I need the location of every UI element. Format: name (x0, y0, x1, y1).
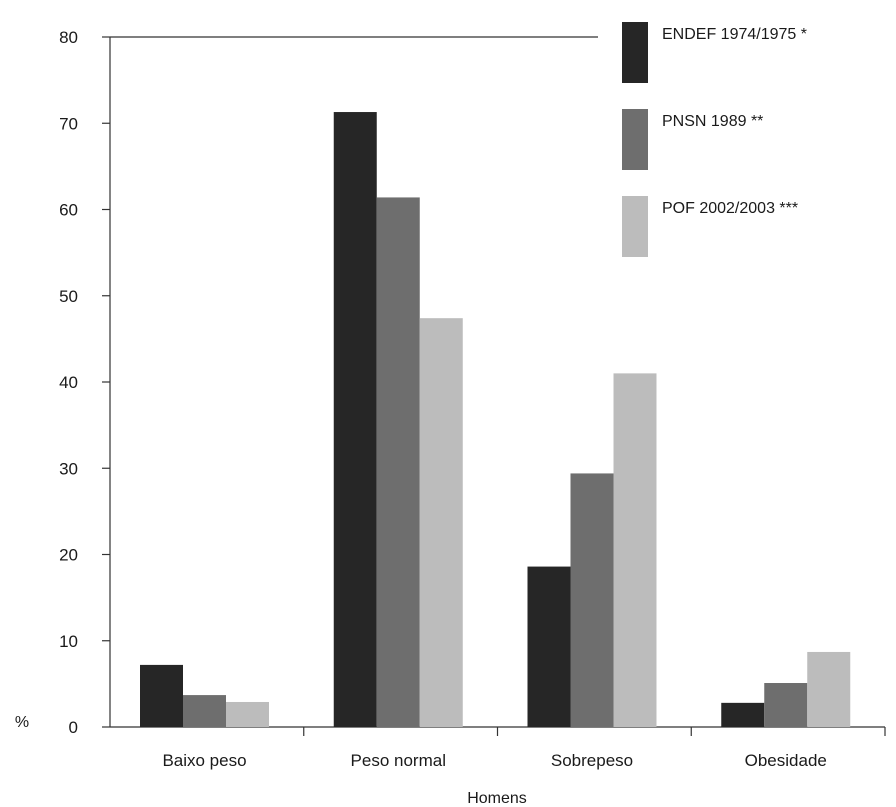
bar-3-baixo-peso (226, 701, 269, 727)
legend-label-1: ENDEF 1974/1975 * (662, 26, 807, 43)
legend-swatch-3 (622, 196, 648, 257)
x-axis-label: Homens (467, 790, 527, 807)
legend-label-3: POF 2002/2003 *** (662, 200, 798, 217)
y-tick-label: 80 (59, 28, 78, 47)
bar-1-baixo-peso (140, 664, 183, 727)
y-tick-label: 30 (59, 459, 78, 478)
y-tick-label: 20 (59, 546, 78, 565)
x-category-label: Peso normal (351, 751, 446, 770)
bar-1-sobrepeso (527, 566, 571, 727)
x-category-label: Baixo peso (162, 751, 246, 770)
legend-swatch-2 (622, 109, 648, 170)
legend-label-2: PNSN 1989 ** (662, 113, 763, 130)
axes: 0 10 20 30 40 50 60 70 80 Baixo peso Peso normal So… (59, 28, 886, 770)
y-tick-label: 50 (59, 287, 78, 306)
y-tick-label: 70 (59, 114, 78, 133)
y-tick-label: 0 (69, 718, 78, 737)
bar-2-obesidade (764, 683, 808, 727)
bar-1-obesidade (721, 702, 765, 727)
y-tick-label: 60 (59, 201, 78, 220)
bar-2-peso-normal (376, 197, 420, 728)
legend-swatch-1 (622, 22, 648, 83)
y-axis-label: % (15, 714, 29, 731)
bar-3-sobrepeso (613, 373, 657, 727)
y-tick-label: 40 (59, 373, 78, 392)
bar-2-sobrepeso (570, 473, 614, 727)
x-category-label: Obesidade (745, 751, 827, 770)
bar-2-baixo-peso (183, 695, 226, 727)
bar-3-obesidade (807, 651, 851, 727)
bar-1-peso-normal (333, 112, 377, 728)
bars (140, 112, 851, 728)
legend: ENDEF 1974/1975 * PNSN 1989 ** POF 2002/20… (622, 22, 807, 257)
bar-3-peso-normal (419, 318, 463, 727)
x-category-label: Sobrepeso (551, 751, 633, 770)
y-tick-label: 10 (59, 632, 78, 651)
